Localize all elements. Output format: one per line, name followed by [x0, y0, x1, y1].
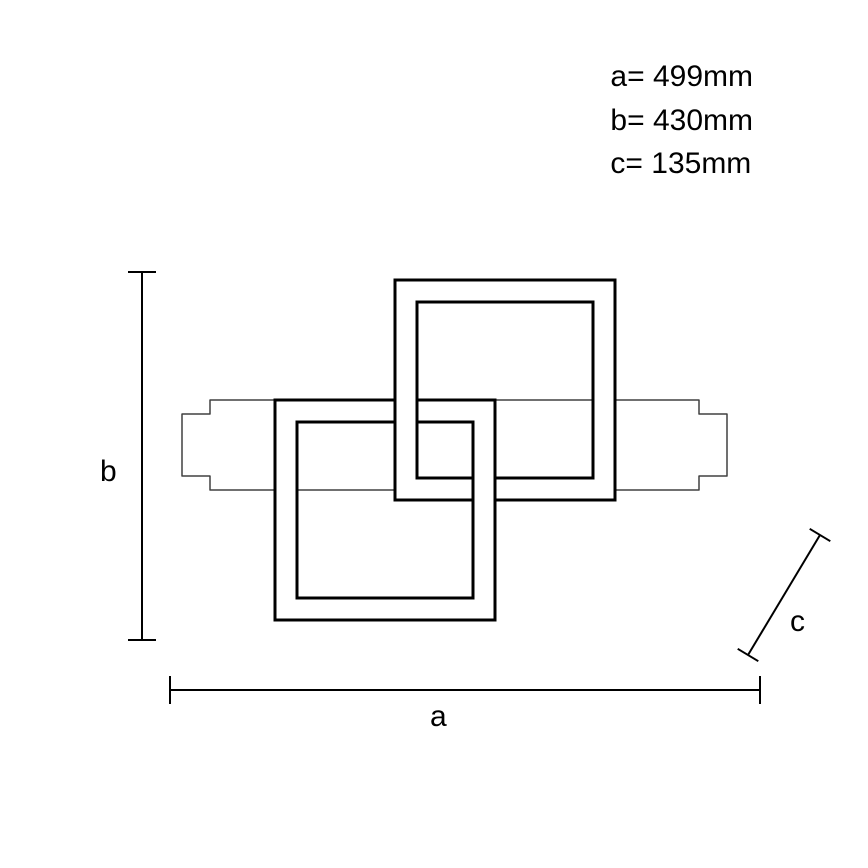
- dimension-c: c= 135mm: [610, 142, 753, 186]
- dim-c-label: c: [610, 147, 625, 180]
- dim-b-label: b: [610, 104, 627, 137]
- axis-label-c: c: [790, 605, 805, 639]
- dim-a-label: a: [610, 60, 627, 93]
- axis-label-b: b: [100, 455, 117, 489]
- dimension-b: b= 430mm: [610, 99, 753, 143]
- axis-label-a: a: [430, 700, 447, 734]
- dimension-legend: a= 499mm b= 430mm c= 135mm: [610, 55, 753, 186]
- dimension-a: a= 499mm: [610, 55, 753, 99]
- dim-b-value: 430mm: [653, 104, 753, 137]
- dim-a-value: 499mm: [653, 60, 753, 93]
- dim-c-value: 135mm: [651, 147, 751, 180]
